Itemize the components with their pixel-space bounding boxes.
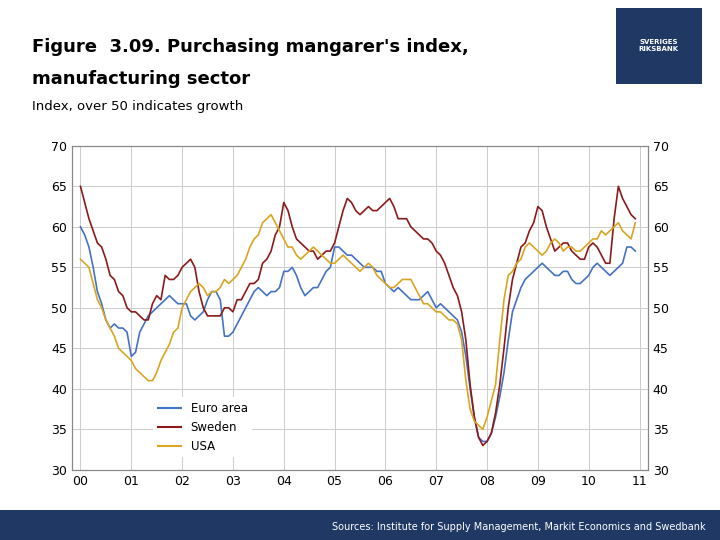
Text: Figure  3.09. Purchasing mangarer's index,: Figure 3.09. Purchasing mangarer's index… xyxy=(32,38,469,56)
Text: manufacturing sector: manufacturing sector xyxy=(32,70,251,88)
Text: Sources: Institute for Supply Management, Markit Economics and Swedbank: Sources: Institute for Supply Management… xyxy=(332,522,706,531)
Text: Index, over 50 indicates growth: Index, over 50 indicates growth xyxy=(32,100,243,113)
Legend: Euro area, Sweden, USA: Euro area, Sweden, USA xyxy=(153,397,252,457)
Text: SVERIGES
RIKSBANK: SVERIGES RIKSBANK xyxy=(639,39,679,52)
